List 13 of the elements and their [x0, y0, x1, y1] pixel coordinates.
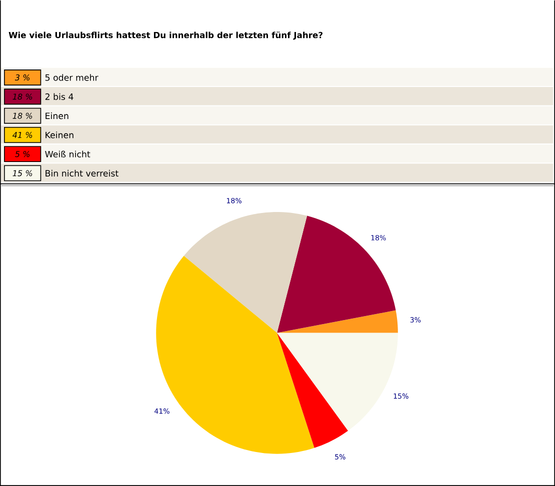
- text: 18 %: [12, 112, 32, 119]
- legend-label: Weiß nicht: [45, 150, 90, 158]
- legend-label: Bin nicht verreist: [46, 170, 118, 177]
- legend-label: Keinen: [46, 132, 74, 138]
- text: 15 %: [12, 170, 32, 176]
- text: 5 %: [15, 151, 30, 158]
- legend-label: 5 oder mehr: [45, 74, 98, 81]
- legend-label: 2 bis 4: [45, 93, 74, 100]
- text: 18 %: [12, 94, 32, 100]
- text: 41 %: [12, 132, 32, 138]
- legend-label: Einen: [46, 112, 68, 120]
- chart-title: Wie viele Urlaubsflirts hattest Du innerhalb der letzten fünf Jahre?: [8, 32, 322, 40]
- text: 3 %: [14, 74, 30, 81]
